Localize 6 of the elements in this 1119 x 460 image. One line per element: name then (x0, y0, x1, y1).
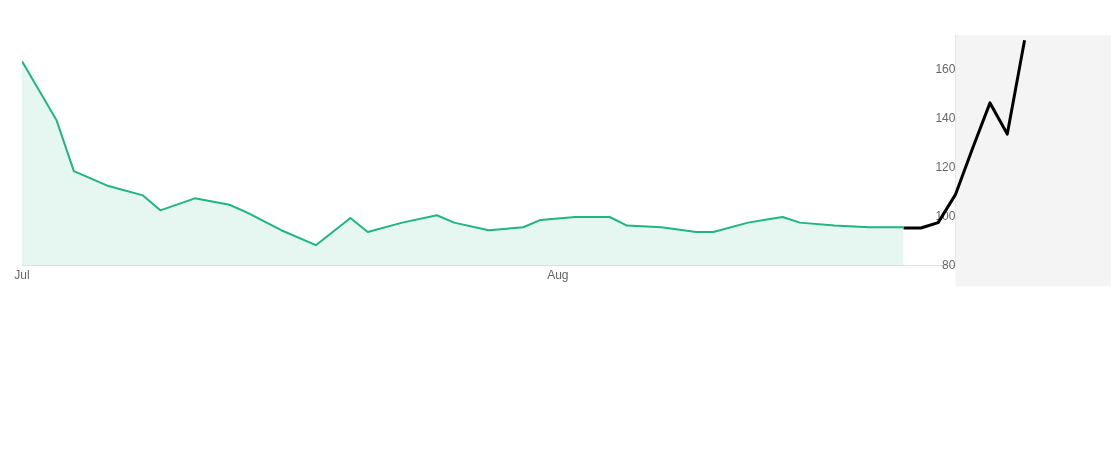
y-tick-label: 160 (935, 61, 956, 76)
x-tick-label: Aug (547, 268, 569, 283)
y-tick-label: 120 (935, 159, 956, 174)
y-tick-label: 140 (935, 110, 956, 125)
x-tick-label: Jul (14, 268, 30, 283)
y-tick-label: 80 (942, 258, 956, 273)
